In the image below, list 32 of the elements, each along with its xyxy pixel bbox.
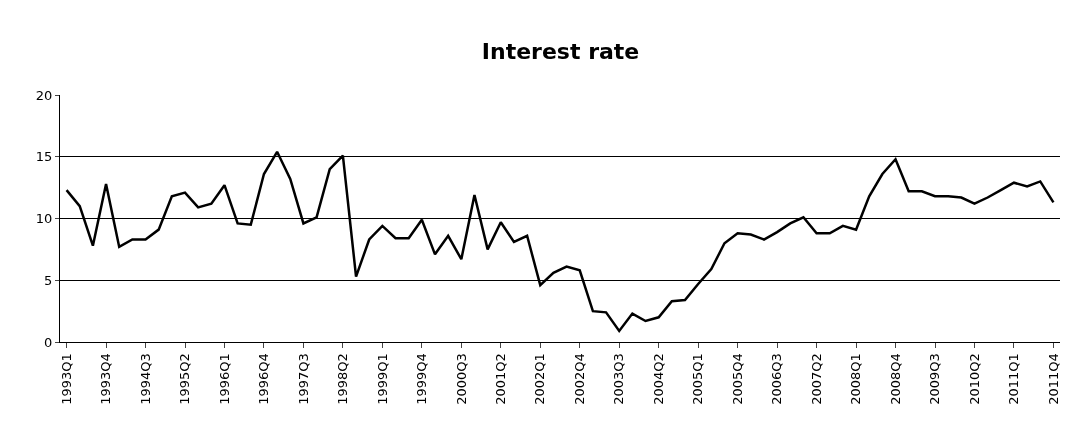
x-tick-label: 2005Q1 (690, 353, 706, 405)
x-tick-label: 1997Q3 (295, 353, 311, 405)
x-tick-label: 2008Q4 (887, 353, 903, 405)
x-tick-label: 2004Q2 (650, 353, 666, 405)
x-tick-label: 2009Q3 (927, 353, 943, 405)
x-tick-label: 1995Q2 (177, 353, 193, 405)
x-tick-label: 2005Q4 (729, 353, 745, 405)
y-tick-label: 0 (44, 334, 53, 350)
x-tick-label: 2002Q4 (571, 353, 587, 405)
y-tick-label: 20 (35, 87, 53, 103)
x-tick-label: 2000Q3 (453, 353, 469, 405)
x-tick-label: 1999Q1 (374, 353, 390, 405)
y-tick-label: 15 (35, 149, 53, 165)
x-tick-label: 1999Q4 (414, 353, 430, 405)
x-tick-label: 1996Q4 (256, 353, 272, 405)
x-tick-label: 2003Q3 (611, 353, 627, 405)
x-tick-label: 2002Q1 (532, 353, 548, 405)
y-tick-label: 10 (35, 211, 53, 227)
x-tick-label: 1998Q2 (335, 353, 351, 405)
x-tick-label: 2006Q3 (769, 353, 785, 405)
x-tick-label: 2008Q1 (848, 353, 864, 405)
x-tick-label: 1994Q3 (137, 353, 153, 405)
x-tick-label: 1996Q1 (216, 353, 232, 405)
chart-title: Interest rate (481, 39, 640, 65)
x-tick-label: 1993Q4 (98, 353, 114, 405)
x-tick-label: 1993Q1 (58, 353, 74, 405)
x-tick-label: 2001Q2 (493, 353, 509, 405)
y-tick-label: 5 (44, 272, 53, 288)
x-tick-label: 2010Q2 (966, 353, 982, 405)
x-tick-label: 2011Q1 (1006, 353, 1022, 405)
x-tick-label: 2011Q4 (1045, 353, 1061, 405)
x-tick-label: 2007Q2 (808, 353, 824, 405)
